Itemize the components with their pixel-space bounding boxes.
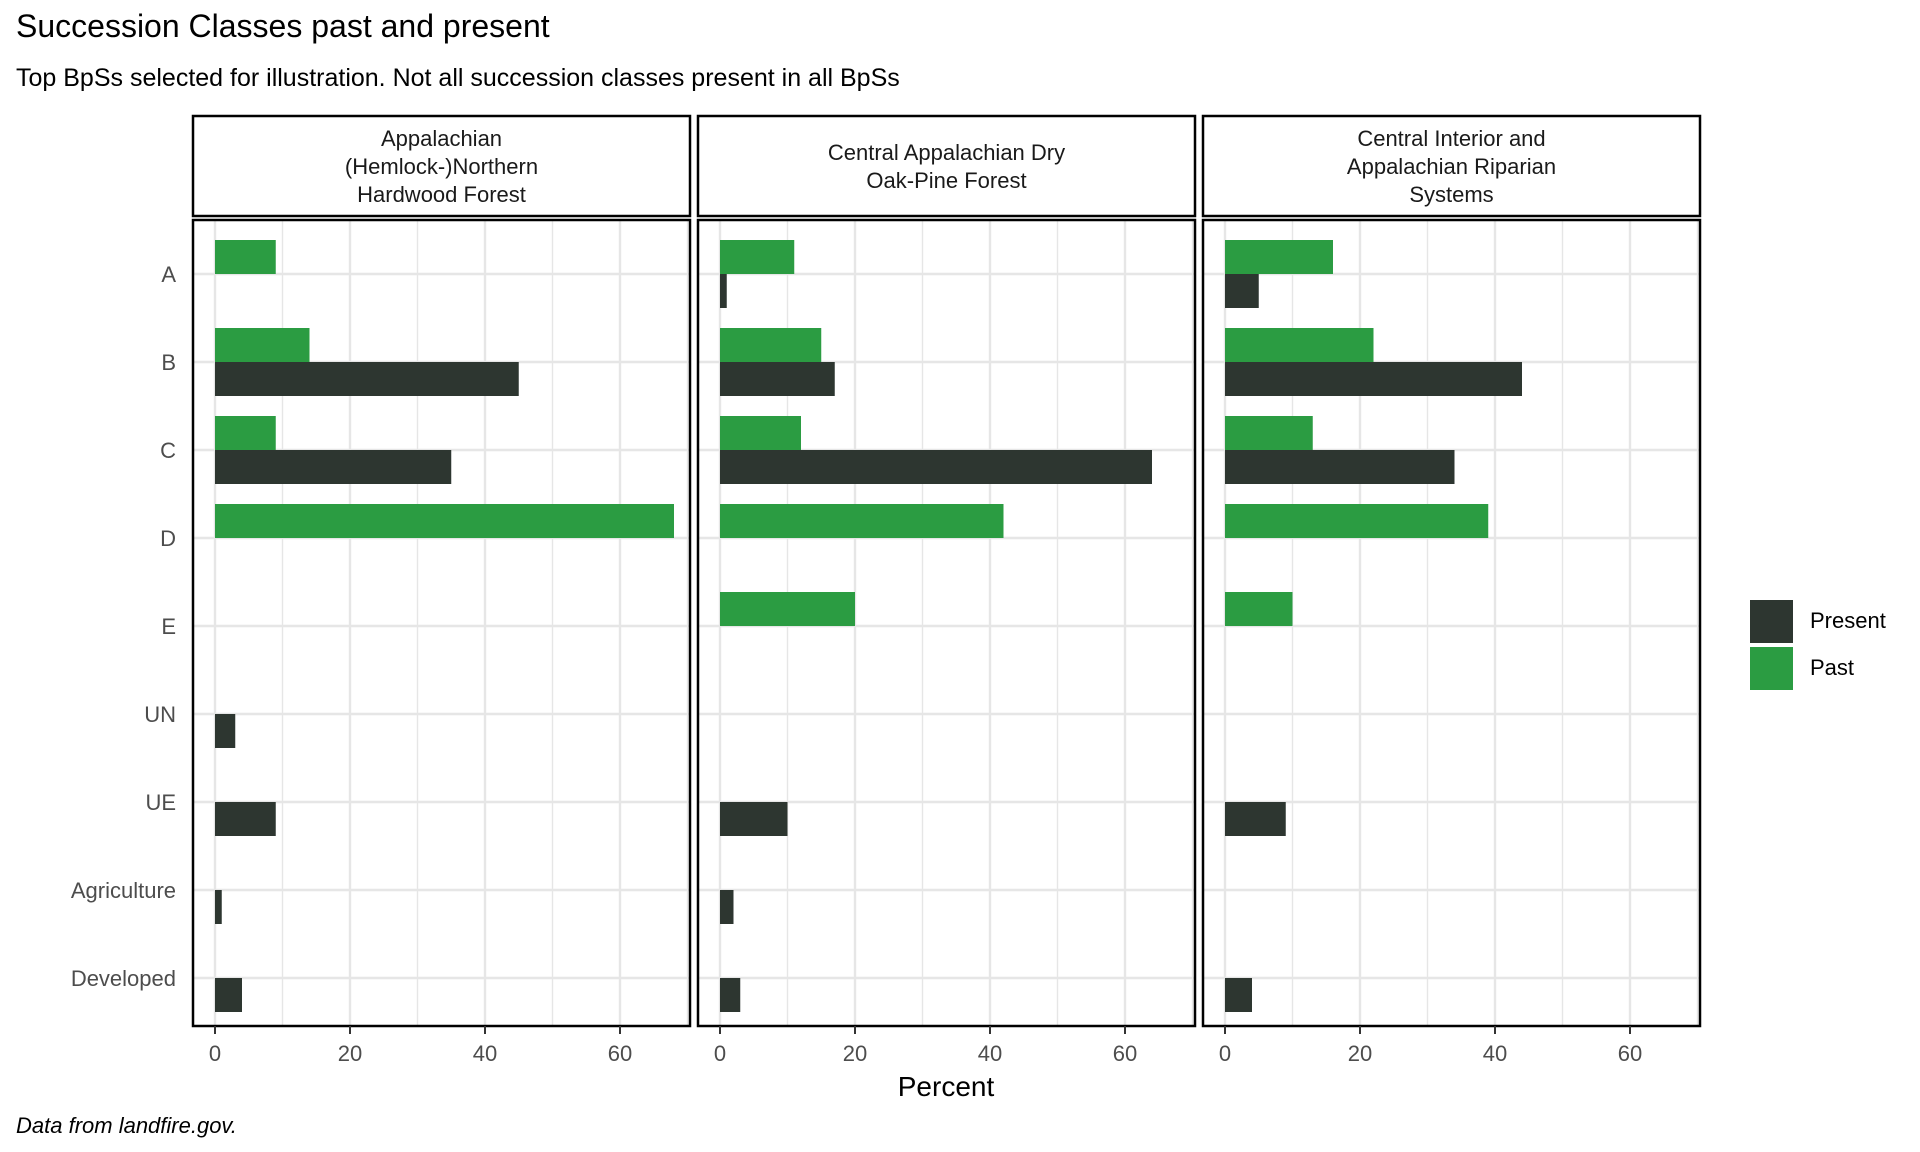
panel-1-frame [191,218,692,1028]
panel-3-bar-present-b [1225,362,1522,396]
panel-3-x-tick-label: 0 [1219,1041,1231,1066]
panel-3-x-tick-label: 60 [1618,1041,1642,1066]
y-tick-label-d: D [160,526,176,551]
panel-2-strip-label: Central Appalachian Dry Oak-Pine Forest [828,140,1065,193]
y-tick-label-c: C [160,438,176,463]
legend-swatch-present [1750,600,1793,643]
panel-3-bar-past-e [1225,592,1293,626]
panel-1-bar-past-a [215,240,276,274]
panel-1-bar-present-c [215,450,452,484]
panel-1-bar-past-c [215,416,276,450]
panel-2-bar-present-agriculture [720,890,734,924]
panel-1-strip-label: Appalachian (Hemlock-)Northern Hardwood Fo… [345,126,538,207]
panel-2-bar-present-ue [720,802,788,836]
panel-2-bar-past-a [720,240,795,274]
panel-2-bar-past-d [720,504,1004,538]
panel-2-x-tick-label: 20 [843,1041,867,1066]
panel-1-bar-present-developed [215,978,242,1012]
legend-label-past: Past [1810,655,1855,680]
panel-2-x-tick-label: 0 [714,1041,726,1066]
panel-1-strip [191,114,692,218]
panel-2-bar-past-b [720,328,822,362]
chart-title: Succession Classes past and present [16,8,550,44]
legend-label-present: Present [1810,608,1886,633]
panel-1-bar-past-d [215,504,674,538]
y-tick-label-a: A [161,262,176,287]
y-tick-label-b: B [161,350,176,375]
panel-3-x-tick-label: 20 [1348,1041,1372,1066]
y-tick-label-e: E [161,614,176,639]
panel-3-bar-present-a [1225,274,1259,308]
panel-1-x-tick-label: 40 [473,1041,497,1066]
panel-1-x-tick-label: 20 [338,1041,362,1066]
panel-3-strip [1201,114,1702,218]
panel-3-bar-past-d [1225,504,1489,538]
chart-subtitle: Top BpSs selected for illustration. Not … [16,64,900,92]
panel-1-x-tick-label: 0 [209,1041,221,1066]
panel-2-bar-past-c [720,416,801,450]
y-tick-label-agriculture: Agriculture [71,878,176,903]
legend-swatch-past [1750,647,1793,690]
panel-1-bar-past-b [215,328,310,362]
panel-3-bar-present-c [1225,450,1455,484]
panel-2-bar-past-e [720,592,855,626]
y-tick-label-developed: Developed [71,966,176,991]
panel-2-bar-present-developed [720,978,741,1012]
panel-3-strip-label: Central Interior and Appalachian Riparian… [1347,126,1556,207]
panel-3-bar-present-developed [1225,978,1252,1012]
y-tick-label-un: UN [144,702,176,727]
panel-2-frame [696,218,1197,1028]
panel-3-bar-past-a [1225,240,1333,274]
panel-3-bar-past-b [1225,328,1374,362]
panel-2-x-tick-label: 40 [978,1041,1002,1066]
panel-1-bar-present-agriculture [215,890,222,924]
panel-2-bar-present-a [720,274,727,308]
panel-2-bar-present-c [720,450,1152,484]
caption: Data from landfire.gov. [16,1113,237,1138]
x-axis-label: Percent [897,1071,995,1102]
y-tick-label-ue: UE [145,790,176,815]
panel-3-bar-present-ue [1225,802,1286,836]
panel-3-bar-past-c [1225,416,1313,450]
panel-2-bar-present-b [720,362,835,396]
panel-3-frame [1201,218,1702,1028]
panel-1-bar-present-un [215,714,236,748]
panel-1-bar-present-ue [215,802,276,836]
panel-1-x-tick-label: 60 [608,1041,632,1066]
panel-1-bar-present-b [215,362,519,396]
panel-2-strip [696,114,1197,218]
panel-3-x-tick-label: 40 [1483,1041,1507,1066]
panel-2-x-tick-label: 60 [1113,1041,1137,1066]
